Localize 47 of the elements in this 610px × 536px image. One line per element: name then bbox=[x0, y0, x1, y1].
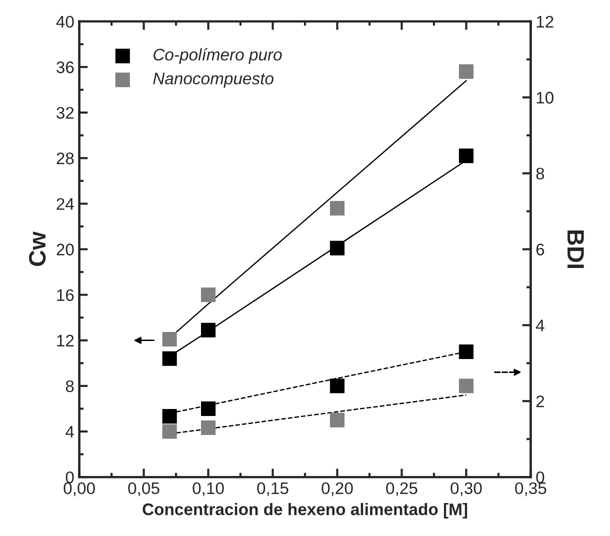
y-tick-label: 16 bbox=[57, 289, 74, 302]
x-axis-title: Concentracion de hexeno alimentado [M] bbox=[142, 502, 468, 519]
y-tick-label: 8 bbox=[66, 380, 74, 392]
y2-tick-label: 2 bbox=[536, 396, 544, 408]
point bbox=[200, 322, 216, 338]
point bbox=[458, 344, 474, 360]
y2-axis-title: BDI bbox=[568, 230, 584, 268]
point bbox=[200, 401, 216, 416]
legend-label: Co-polímero puro bbox=[154, 48, 282, 64]
y-tick-label: 24 bbox=[56, 198, 74, 210]
y-tick-label: 28 bbox=[56, 152, 74, 164]
y-axis-title: Cw bbox=[28, 231, 46, 266]
point bbox=[330, 378, 345, 394]
y-tick-label: 20 bbox=[56, 244, 74, 256]
y-tick-label: 4 bbox=[66, 426, 74, 438]
y-tick-label: 0 bbox=[66, 471, 74, 484]
point bbox=[162, 351, 177, 366]
x-tick-label: 0,25 bbox=[386, 482, 418, 496]
point bbox=[200, 420, 216, 435]
point bbox=[458, 378, 474, 394]
x-tick-label: 0,15 bbox=[257, 482, 288, 496]
point bbox=[162, 424, 177, 439]
point bbox=[458, 148, 474, 164]
point bbox=[162, 409, 177, 424]
point bbox=[330, 412, 345, 428]
point bbox=[330, 200, 345, 216]
x-tick-label: 0,20 bbox=[322, 482, 353, 496]
y2-tick-label: 8 bbox=[536, 168, 544, 180]
x-tick-label: 0,10 bbox=[192, 482, 224, 496]
legend-label: Nanocompuesto bbox=[153, 72, 274, 88]
y-tick-label: 32 bbox=[56, 106, 74, 119]
x-tick-label: 0,35 bbox=[515, 482, 546, 496]
y2-tick-label: 0 bbox=[536, 471, 544, 484]
y2-tick-label: 6 bbox=[536, 244, 544, 256]
x-tick-label: 0,30 bbox=[450, 482, 482, 496]
y2-tick-label: 10 bbox=[536, 92, 554, 104]
y-tick-label: 40 bbox=[56, 16, 74, 28]
point bbox=[330, 240, 345, 256]
x-tick-label: 0,05 bbox=[128, 482, 160, 496]
y2-tick-label: 4 bbox=[536, 320, 544, 332]
x-tick-label: 0,00 bbox=[64, 482, 95, 496]
y-tick-label: 36 bbox=[56, 61, 74, 74]
point bbox=[162, 332, 177, 347]
point bbox=[458, 64, 474, 79]
y-tick-label: 12 bbox=[57, 334, 74, 346]
point bbox=[200, 288, 216, 302]
y2-tick-label: 12 bbox=[536, 16, 554, 28]
